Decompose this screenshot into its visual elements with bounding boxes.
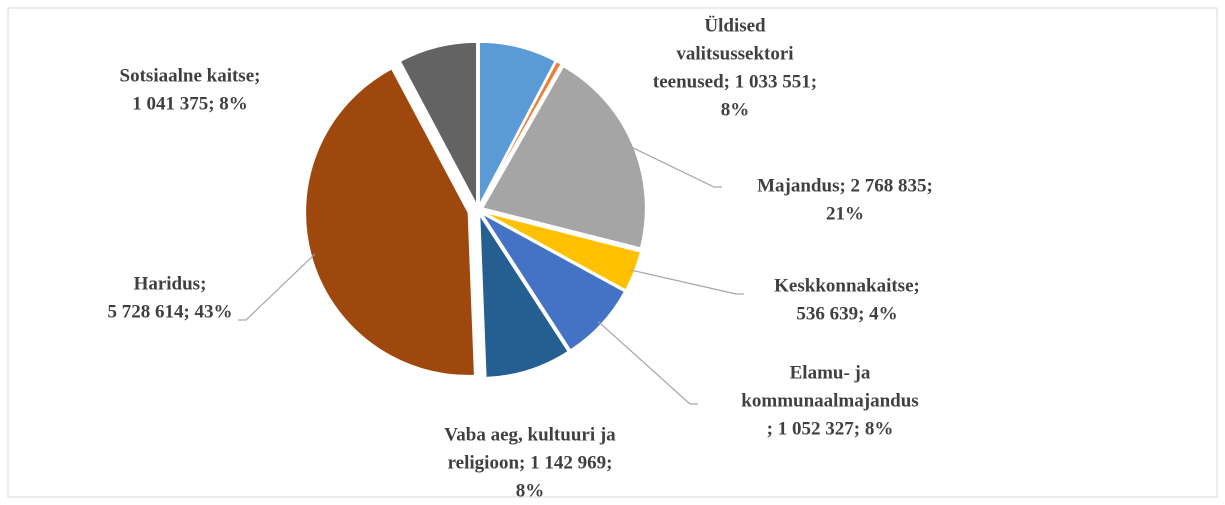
leader-line [628, 145, 722, 188]
leader-line [238, 253, 316, 321]
data-label: Keskkonnakaitse; [774, 275, 920, 296]
data-label: kommunaalmajandus [741, 390, 918, 411]
data-label: 536 639; 4% [796, 303, 897, 324]
data-label: 8% [516, 480, 545, 501]
data-label: religioon; 1 142 969; [448, 452, 613, 473]
pie-slice [478, 212, 570, 379]
pie-slice [481, 65, 647, 250]
data-label: teenused; 1 033 551; [653, 71, 817, 92]
data-label: Vaba aeg, kultuuri ja [444, 424, 616, 445]
data-label: Elamu- ja [790, 362, 871, 383]
pie-slice [304, 67, 476, 377]
data-label: 5 728 614; 43% [107, 301, 232, 322]
data-label: Sotsiaalne kaitse; [120, 65, 261, 86]
data-label: Üldised [704, 15, 766, 36]
pie-slice [478, 41, 557, 206]
data-label: ; 1 052 327; 8% [767, 418, 894, 439]
data-label: Haridus; [134, 273, 207, 294]
leader-line [597, 321, 698, 405]
data-label: valitsussektori [676, 43, 793, 64]
data-label: 8% [721, 99, 750, 120]
leader-line [630, 269, 744, 295]
pie-slice [479, 60, 563, 206]
data-label: Majandus; 2 768 835; [757, 175, 933, 196]
data-label: 21% [826, 203, 864, 224]
pie-slice [399, 41, 478, 206]
data-label: 1 041 375; 8% [132, 93, 248, 114]
